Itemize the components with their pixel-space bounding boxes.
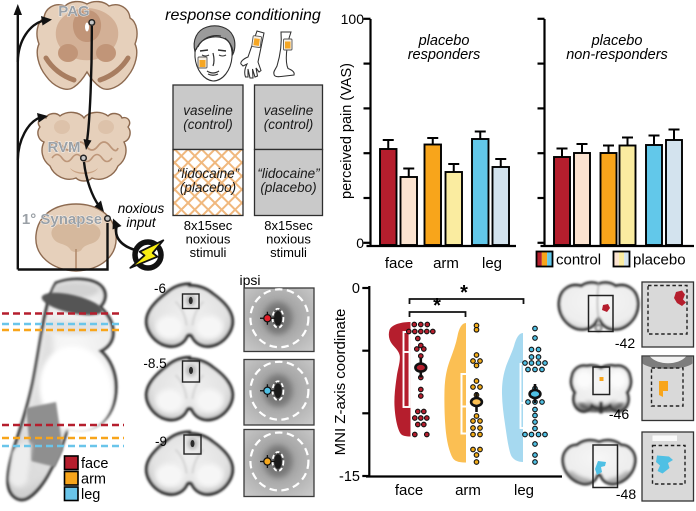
svg-text:-8.5: -8.5 xyxy=(143,356,166,371)
svg-text:noxious: noxious xyxy=(118,201,165,216)
svg-text:vaseline: vaseline xyxy=(264,103,314,118)
svg-text:-15: -15 xyxy=(339,469,360,485)
svg-text:-6: -6 xyxy=(154,281,166,296)
svg-text:arm: arm xyxy=(81,472,106,488)
svg-text:face: face xyxy=(395,482,423,499)
svg-text:MNI Z-axis coordinate: MNI Z-axis coordinate xyxy=(332,309,349,456)
svg-text:face: face xyxy=(385,255,413,272)
svg-text:face: face xyxy=(81,456,108,472)
svg-text:leg: leg xyxy=(514,482,534,499)
svg-text:stimuli: stimuli xyxy=(190,245,227,260)
svg-text:RVM: RVM xyxy=(47,139,80,156)
svg-text:8x15sec: 8x15sec xyxy=(264,218,313,233)
svg-text:non-responders: non-responders xyxy=(566,47,668,63)
svg-text:leg: leg xyxy=(81,487,100,503)
svg-text:placebo: placebo xyxy=(418,33,470,49)
svg-text:PAG: PAG xyxy=(58,3,89,20)
svg-text:responders: responders xyxy=(408,47,481,63)
svg-text:-48: -48 xyxy=(616,486,636,502)
svg-text:*: * xyxy=(460,282,468,304)
svg-text:8x15sec: 8x15sec xyxy=(184,218,233,233)
svg-text:perceived pain (VAS): perceived pain (VAS) xyxy=(339,63,355,199)
svg-text:(placebo): (placebo) xyxy=(180,180,236,195)
svg-text:-42: -42 xyxy=(615,335,635,351)
svg-text:vaseline: vaseline xyxy=(183,103,233,118)
svg-text:0: 0 xyxy=(352,281,360,297)
svg-text:placebo: placebo xyxy=(633,252,686,269)
svg-text:“lidocaine”: “lidocaine” xyxy=(257,166,320,181)
svg-text:-46: -46 xyxy=(609,406,629,422)
svg-text:leg: leg xyxy=(482,255,502,272)
svg-text:(control): (control) xyxy=(264,117,314,132)
svg-text:noxious: noxious xyxy=(266,232,311,247)
svg-text:arm: arm xyxy=(455,482,481,499)
svg-text:100: 100 xyxy=(341,11,365,27)
svg-text:1° Synapse: 1° Synapse xyxy=(22,211,102,228)
svg-text:response conditioning: response conditioning xyxy=(165,7,321,24)
svg-text:arm: arm xyxy=(433,255,459,272)
svg-text:stimuli: stimuli xyxy=(270,245,307,260)
svg-text:(placebo): (placebo) xyxy=(260,180,316,195)
svg-text:noxious: noxious xyxy=(186,232,231,247)
svg-text:*: * xyxy=(433,295,441,317)
svg-text:“lidocaine”: “lidocaine” xyxy=(177,166,240,181)
svg-text:placebo: placebo xyxy=(591,33,643,49)
svg-text:(control): (control) xyxy=(183,117,233,132)
svg-text:0: 0 xyxy=(356,235,364,251)
svg-text:input: input xyxy=(126,215,157,230)
svg-text:ipsi: ipsi xyxy=(239,272,260,288)
svg-text:control: control xyxy=(556,252,601,269)
svg-text:-9: -9 xyxy=(155,434,167,449)
